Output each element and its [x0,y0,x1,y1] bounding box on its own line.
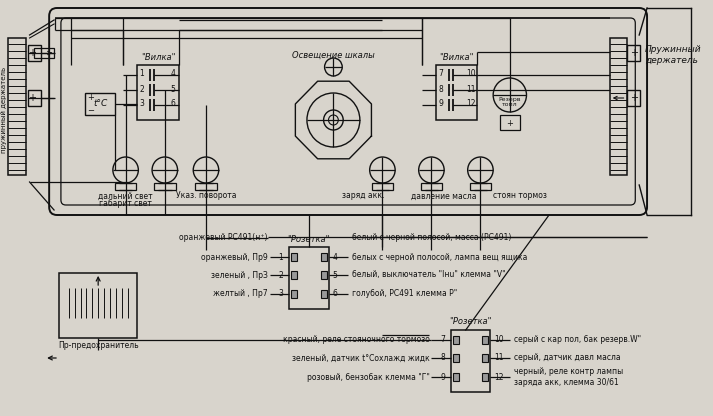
Text: зеленый, датчик t°Cохлажд жидк: зеленый, датчик t°Cохлажд жидк [292,354,429,362]
Bar [371,183,393,190]
Bar [28,45,41,61]
Bar [86,93,115,115]
Text: Пр-предохранитель: Пр-предохранитель [58,342,138,351]
Text: Резерв
топл: Резерв топл [498,97,521,107]
Text: белых с черной полосой, лампа вещ ящика: белых с черной полосой, лампа вещ ящика [352,253,528,262]
Bar [289,247,329,309]
Bar [154,183,175,190]
Text: 2: 2 [139,84,144,94]
Bar [34,48,54,58]
Text: Пружинный
держатель: Пружинный держатель [645,45,702,65]
Text: розовый, бензобак клемма "Г": розовый, бензобак клемма "Г" [307,372,429,381]
Text: давление масла: давление масла [411,191,477,201]
Text: 3: 3 [279,290,283,299]
Text: +: + [630,48,638,58]
Text: пружинный держатель: пружинный держатель [1,67,7,153]
Text: Указ. поворота: Указ. поворота [175,191,236,201]
Text: 8: 8 [438,84,443,94]
Bar [610,38,627,175]
Bar [453,336,459,344]
Bar [470,183,491,190]
Text: голубой, РС491 клемма Р": голубой, РС491 клемма Р" [352,290,457,299]
Text: желтый , Пр7: желтый , Пр7 [213,290,268,299]
Text: 11: 11 [494,354,503,362]
Text: 4: 4 [170,69,175,79]
Text: +: + [29,93,36,103]
Text: +: + [88,93,94,102]
Bar [291,253,297,261]
Text: Освещение шкалы: Освещение шкалы [292,50,375,59]
Text: 12: 12 [494,372,503,381]
Text: 6: 6 [332,290,337,299]
Bar [453,373,459,381]
Bar [500,115,520,130]
Bar [291,290,297,298]
Bar [453,354,459,362]
Bar [483,354,488,362]
Text: черный, реле контр лампы
заряда акк, клемма 30/61: черный, реле контр лампы заряда акк, кле… [514,367,623,387]
Bar [321,271,327,279]
Text: 9: 9 [440,372,445,381]
Text: габарит свет: габарит свет [99,198,152,208]
Text: 5: 5 [332,270,337,280]
Text: оранжевый, Пр9: оранжевый, Пр9 [201,253,268,262]
Bar [138,65,178,120]
Text: 7: 7 [438,69,443,79]
Bar [483,336,488,344]
Text: 5: 5 [170,84,175,94]
Bar [321,253,327,261]
Text: "Вилка": "Вилка" [140,52,175,62]
Text: дальний свет: дальний свет [98,191,153,201]
Text: стоян тормоз: стоян тормоз [493,191,547,201]
Bar [28,90,41,106]
Text: 2: 2 [279,270,283,280]
Bar [627,45,640,61]
Text: "Розетка": "Розетка" [449,317,492,327]
Text: белый, выключатель "Ιнu" клемма "V": белый, выключатель "Ιнu" клемма "V" [352,270,506,280]
Text: 11: 11 [466,84,476,94]
Text: t°C: t°C [93,99,107,109]
Text: красный, реле стояночного тормозо: красный, реле стояночного тормозо [282,335,429,344]
Text: 1: 1 [139,69,144,79]
Text: серый, датчик давл масла: серый, датчик давл масла [514,354,620,362]
Text: 12: 12 [466,99,476,109]
Text: "Вилка": "Вилка" [440,52,474,62]
Text: 7: 7 [440,335,445,344]
Bar [291,271,297,279]
Text: 9: 9 [438,99,443,109]
Text: 10: 10 [466,69,476,79]
Text: +: + [630,93,638,103]
Bar [451,330,491,392]
Bar [195,183,217,190]
Bar [627,90,640,106]
Bar [59,273,138,338]
Text: +: + [506,119,513,127]
Text: 4: 4 [332,253,337,262]
Bar [421,183,442,190]
Bar [115,183,136,190]
Text: −: − [88,106,94,115]
Bar [483,373,488,381]
Text: 8: 8 [441,354,445,362]
Bar [436,65,478,120]
Text: 3: 3 [139,99,144,109]
Text: зеленый , ПрЗ: зеленый , ПрЗ [211,270,268,280]
Text: заряд акк.: заряд акк. [342,191,384,201]
Text: серый с кар пол, бак резерв.W": серый с кар пол, бак резерв.W" [514,335,641,344]
Bar [8,38,26,175]
Text: "Розетка": "Розетка" [287,235,330,243]
Text: белый с черной полосой, масса (РС491): белый с черной полосой, масса (РС491) [352,233,511,242]
Text: 6: 6 [170,99,175,109]
Text: +: + [29,48,36,58]
Text: оранжевый РС491(н⁺): оранжевый РС491(н⁺) [179,233,268,242]
Text: 1: 1 [279,253,283,262]
Bar [321,290,327,298]
Text: 10: 10 [494,335,504,344]
